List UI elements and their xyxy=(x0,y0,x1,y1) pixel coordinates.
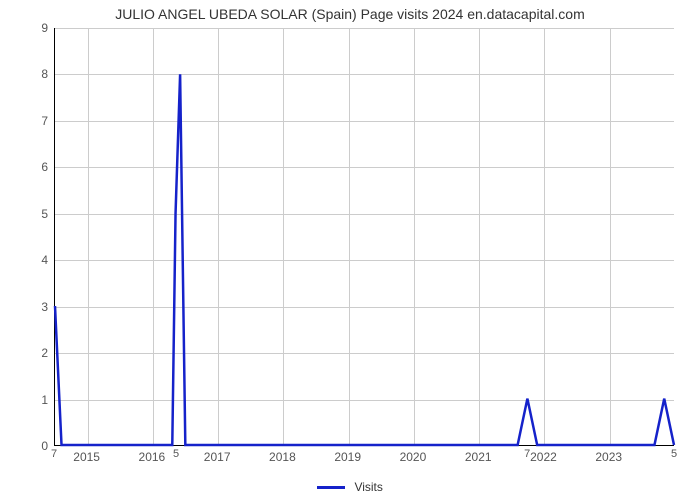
x-tick-label: 2015 xyxy=(73,450,100,464)
legend-swatch xyxy=(317,486,345,489)
x-tick-label: 2016 xyxy=(139,450,166,464)
x-tick-label: 2023 xyxy=(595,450,622,464)
y-tick-label: 2 xyxy=(28,346,48,360)
y-tick-label: 8 xyxy=(28,67,48,81)
data-callout: 7 xyxy=(51,448,57,460)
x-tick-label: 2018 xyxy=(269,450,296,464)
data-callout: 7 xyxy=(524,448,530,460)
data-callout: 5 xyxy=(671,448,677,460)
y-tick-label: 0 xyxy=(28,439,48,453)
y-tick-label: 5 xyxy=(28,207,48,221)
y-tick-label: 7 xyxy=(28,114,48,128)
x-tick-label: 2022 xyxy=(530,450,557,464)
plot-area xyxy=(54,28,674,446)
chart-title: JULIO ANGEL UBEDA SOLAR (Spain) Page vis… xyxy=(0,6,700,22)
y-tick-label: 3 xyxy=(28,300,48,314)
x-tick-label: 2019 xyxy=(334,450,361,464)
y-tick-label: 9 xyxy=(28,21,48,35)
legend-label: Visits xyxy=(354,480,382,494)
y-tick-label: 4 xyxy=(28,253,48,267)
x-tick-label: 2021 xyxy=(465,450,492,464)
visits-line xyxy=(55,28,674,445)
y-tick-label: 1 xyxy=(28,393,48,407)
y-tick-label: 6 xyxy=(28,160,48,174)
x-tick-label: 2017 xyxy=(204,450,231,464)
x-tick-label: 2020 xyxy=(400,450,427,464)
data-callout: 5 xyxy=(173,448,179,460)
chart-container: JULIO ANGEL UBEDA SOLAR (Spain) Page vis… xyxy=(0,0,700,500)
legend: Visits xyxy=(0,480,700,494)
